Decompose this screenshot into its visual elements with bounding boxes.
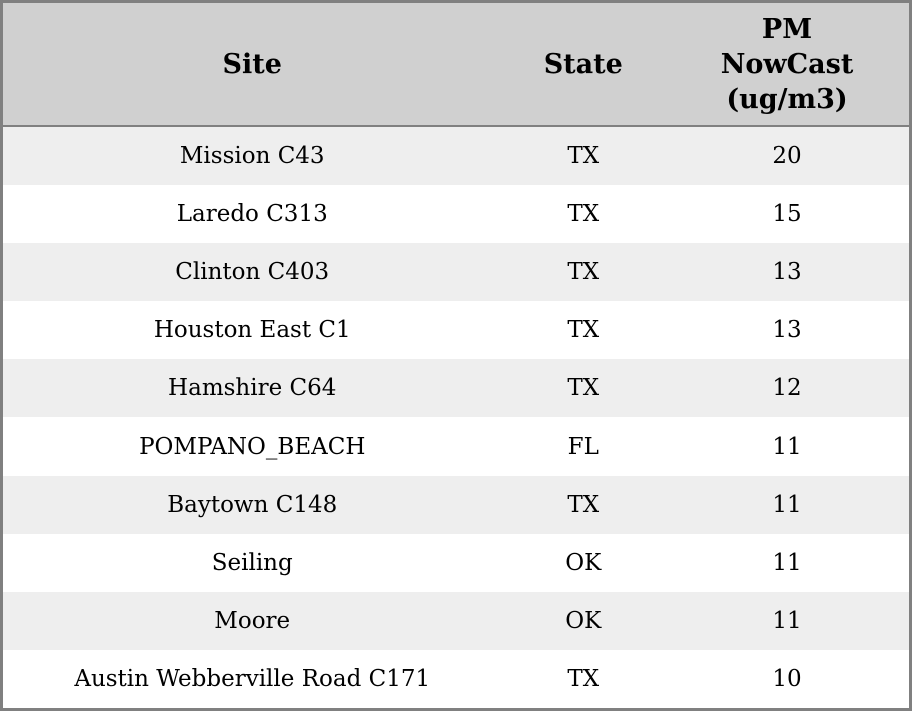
table-row: Moore OK 11 bbox=[1, 591, 911, 650]
cell-state: OK bbox=[565, 607, 602, 634]
table-row: Mission C43 TX 20 bbox=[1, 126, 911, 186]
cell-state: TX bbox=[567, 665, 600, 692]
cell-site: Clinton C403 bbox=[175, 259, 330, 286]
column-header-pm-nowcast: PM NowCast (ug/m3) bbox=[665, 1, 911, 127]
table-row: POMPANO_BEACH FL 11 bbox=[1, 417, 911, 476]
cell-site: Baytown C148 bbox=[167, 491, 338, 518]
cell-pm-value: 13 bbox=[772, 317, 802, 344]
cell-pm-value: 11 bbox=[772, 607, 802, 634]
table-row: Clinton C403 TX 13 bbox=[1, 243, 911, 302]
cell-pm-value: 10 bbox=[772, 665, 802, 692]
pm-header-line-3: (ug/m3) bbox=[726, 83, 848, 115]
cell-pm-value: 20 bbox=[772, 143, 802, 170]
cell-site: Laredo C313 bbox=[176, 201, 328, 228]
cell-state: OK bbox=[565, 549, 602, 576]
cell-state: TX bbox=[567, 201, 600, 228]
table-row: Houston East C1 TX 13 bbox=[1, 301, 911, 360]
cell-pm-value: 11 bbox=[772, 433, 802, 460]
cell-state: TX bbox=[567, 259, 600, 286]
table-row: Seiling OK 11 bbox=[1, 533, 911, 592]
cell-site: Moore bbox=[214, 607, 291, 634]
cell-state: FL bbox=[567, 433, 599, 460]
cell-state: TX bbox=[567, 317, 600, 344]
table-row: Hamshire C64 TX 12 bbox=[1, 359, 911, 418]
cell-pm-value: 11 bbox=[772, 491, 802, 518]
cell-pm-value: 12 bbox=[772, 375, 802, 402]
table-row: Austin Webberville Road C171 TX 10 bbox=[1, 649, 911, 710]
table-row: Baytown C148 TX 11 bbox=[1, 475, 911, 534]
table-header: Site State PM NowCast (ug/m3) bbox=[1, 1, 911, 127]
cell-pm-value: 11 bbox=[772, 549, 802, 576]
cell-site: Houston East C1 bbox=[153, 317, 351, 344]
table-body: Mission C43 TX 20 Laredo C313 TX 15 Clin… bbox=[1, 126, 911, 710]
cell-state: TX bbox=[567, 143, 600, 170]
cell-site: Austin Webberville Road C171 bbox=[74, 665, 431, 692]
column-header-state: State bbox=[501, 1, 666, 127]
cell-site: Mission C43 bbox=[179, 143, 325, 170]
column-header-site: Site bbox=[1, 1, 502, 127]
cell-site: POMPANO_BEACH bbox=[139, 433, 366, 460]
header-row: Site State PM NowCast (ug/m3) bbox=[1, 1, 911, 127]
cell-site: Seiling bbox=[211, 549, 293, 576]
pm-header-line-1: PM bbox=[761, 13, 813, 45]
pm-header-line-2: NowCast bbox=[720, 48, 854, 80]
cell-state: TX bbox=[567, 375, 600, 402]
cell-pm-value: 13 bbox=[772, 259, 802, 286]
cell-site: Hamshire C64 bbox=[168, 375, 337, 402]
cell-pm-value: 15 bbox=[772, 201, 802, 228]
table-row: Laredo C313 TX 15 bbox=[1, 185, 911, 244]
cell-state: TX bbox=[567, 491, 600, 518]
